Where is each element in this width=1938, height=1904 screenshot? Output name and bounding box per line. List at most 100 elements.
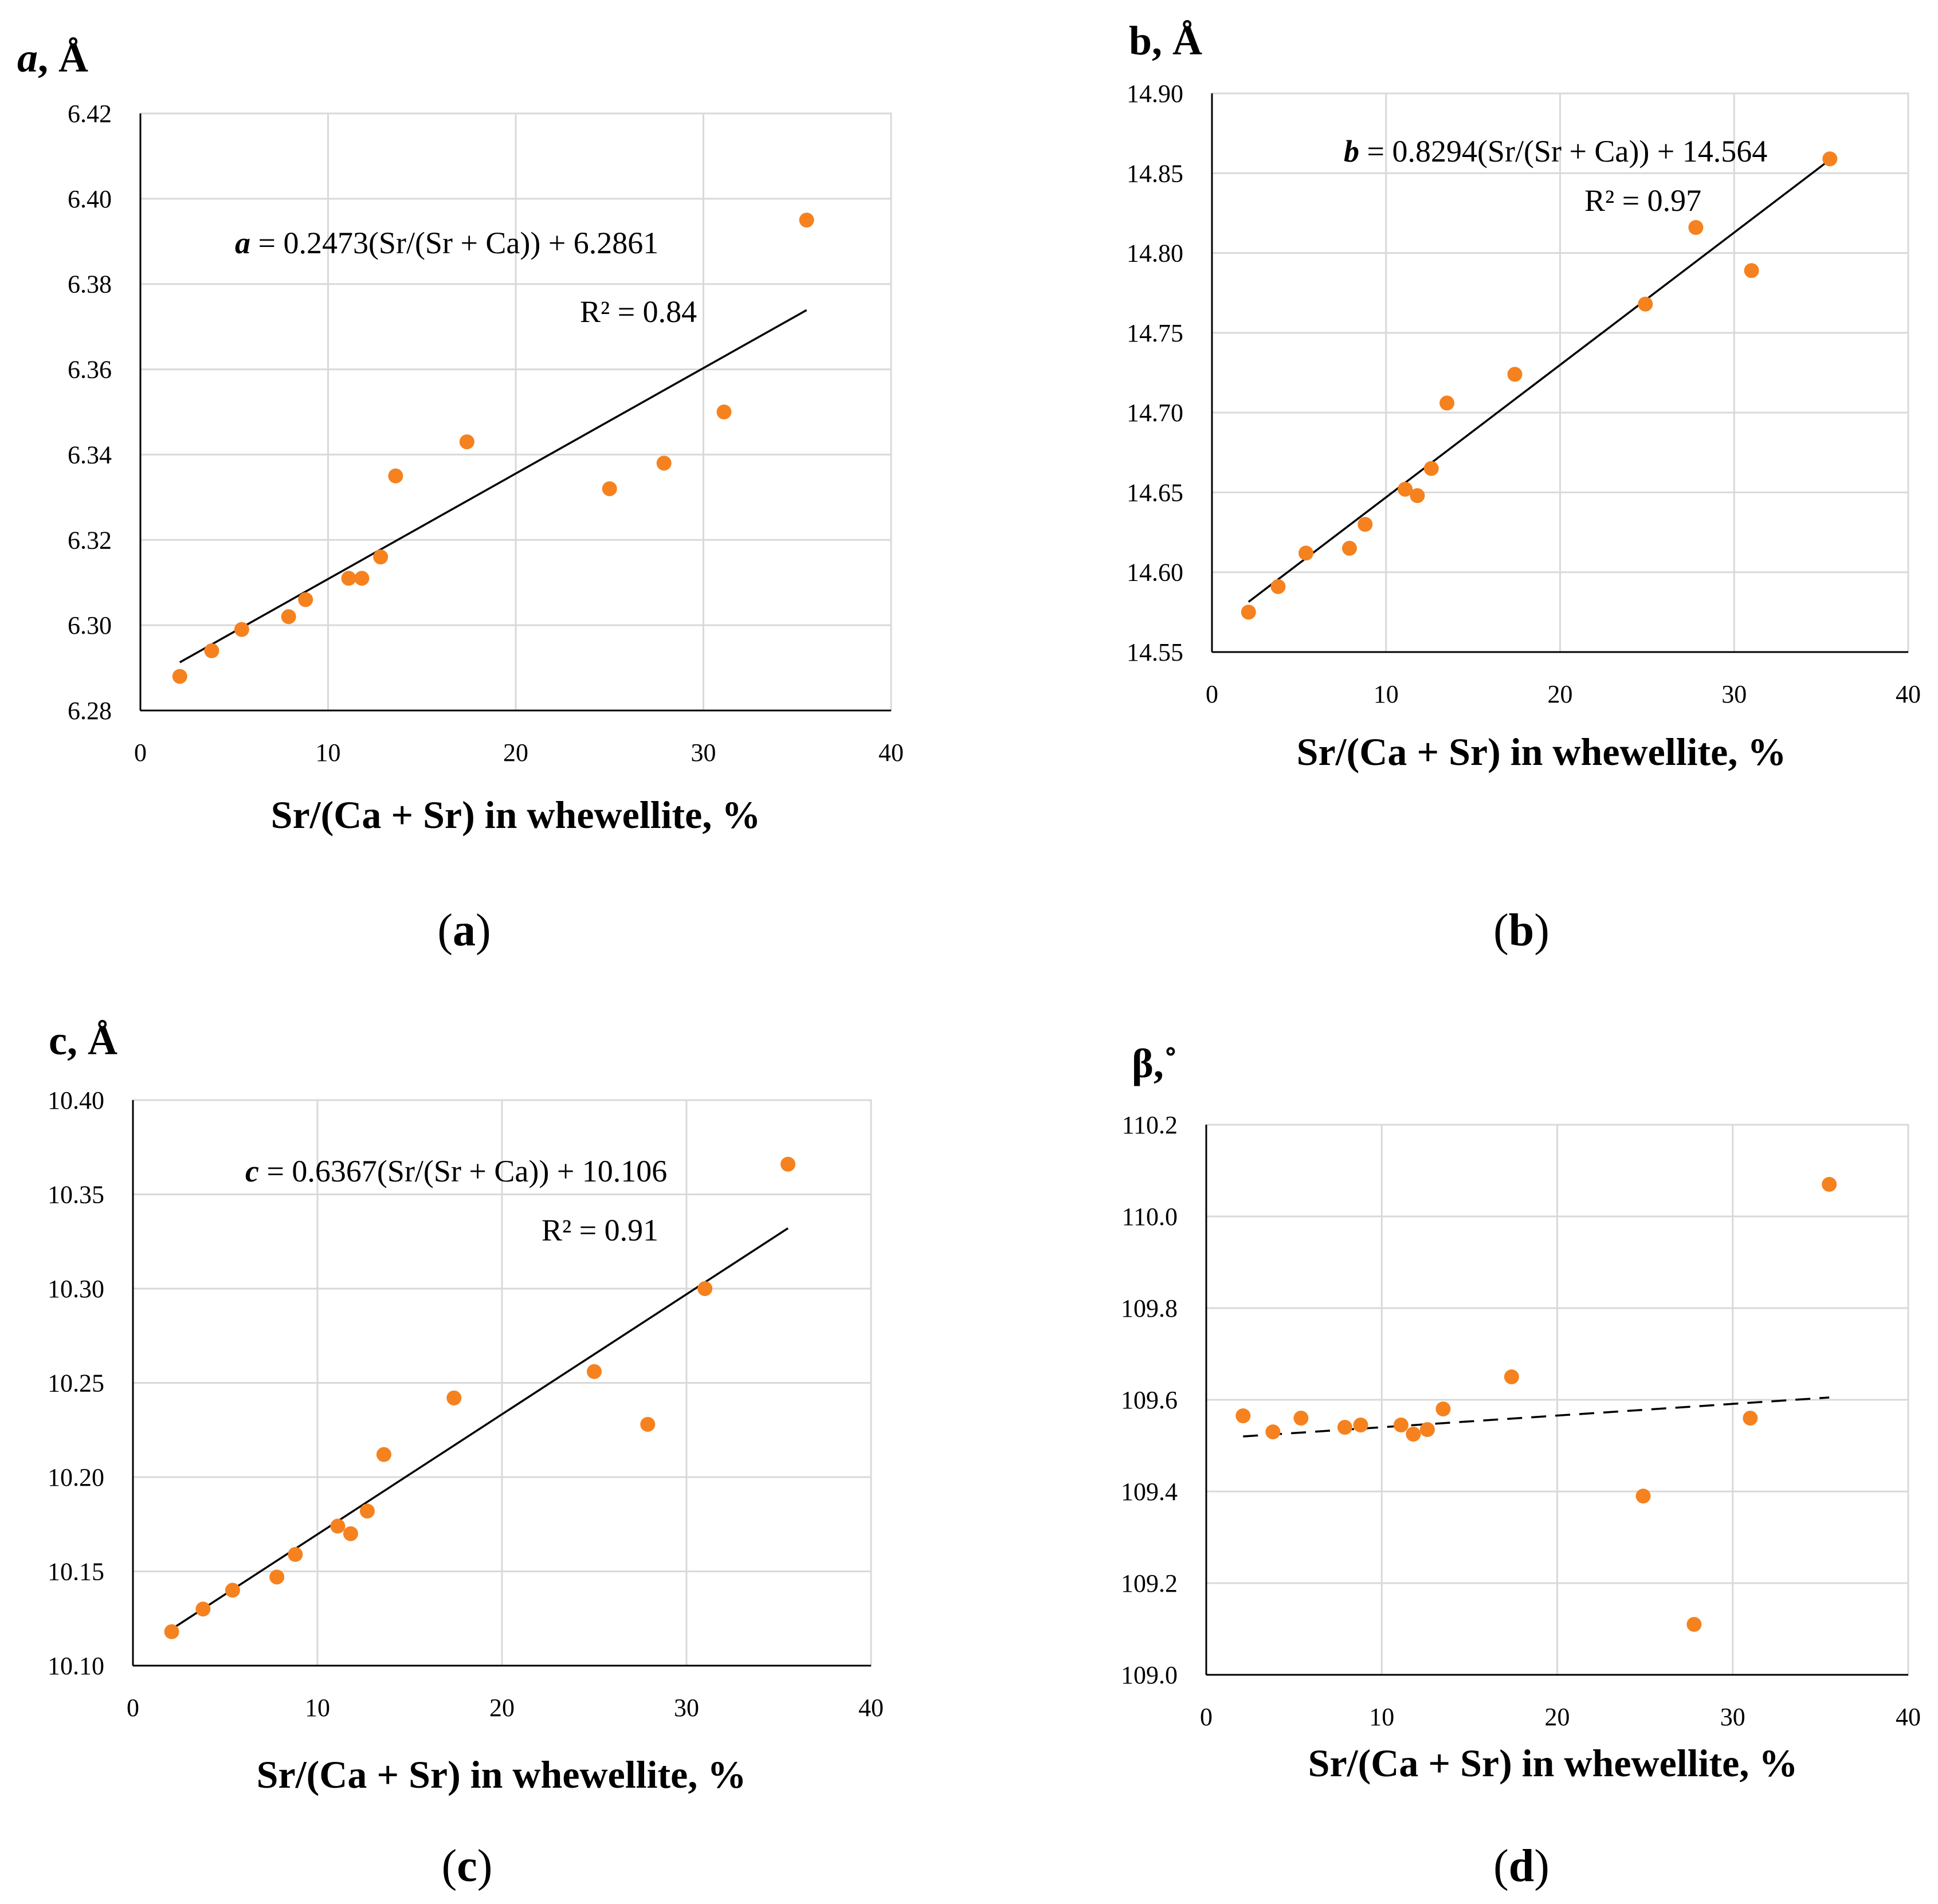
panel-b-data-point [1507, 367, 1523, 382]
panel-a-equation-body: = 0.2473(Sr/(Sr + Ca)) + 6.2861 [250, 226, 658, 260]
panel-c-data-point [587, 1364, 602, 1379]
panel-b-trendline [1247, 159, 1831, 603]
panel-b-points [1241, 151, 1838, 620]
panel-b-y-axis-title: b, Å [1129, 18, 1202, 64]
panel-b-tick-labels: 0 10 20 30 40 14.55 14.60 14.65 14.70 14.75 14.80 1… [1127, 80, 1921, 708]
panel-d-y-tick-label: 109.2 [1121, 1569, 1178, 1597]
panel-a-data-point [388, 468, 403, 484]
panel-c-y-tick-label: 10.25 [48, 1369, 104, 1397]
panel-a-equation: a = 0.2473(Sr/(Sr + Ca)) + 6.2861 [235, 226, 658, 260]
panel-c-data-point [780, 1156, 796, 1172]
panel-d-x-tick-label: 30 [1720, 1703, 1745, 1731]
panel-d-grid [1205, 1124, 1909, 1676]
panel-c-data-point [269, 1569, 285, 1585]
panel-a-trendline [179, 309, 807, 664]
panel-d-data-point [1235, 1408, 1251, 1423]
panel-d-y-tick-label: 109.8 [1121, 1294, 1178, 1322]
panel-c-r-squared: R² = 0.91 [542, 1213, 658, 1247]
panel-c-x-tick-label: 0 [127, 1694, 139, 1722]
panel-c-y-axis-title: c, Å [49, 1018, 117, 1063]
panel-d-trendline-group [1243, 1396, 1830, 1438]
panel-c-x-tick-label: 30 [674, 1694, 699, 1722]
panel-b-y-tick-label: 14.90 [1127, 80, 1183, 108]
panel-a-x-tick-label: 20 [503, 739, 528, 767]
panel-c-caption-letter: c [457, 1841, 477, 1891]
panel-a-data-point [234, 622, 249, 637]
panel-d-y-tick-label: 109.6 [1121, 1386, 1178, 1414]
panel-d-y-axis-title: β,˚ [1132, 1041, 1178, 1086]
panel-a-y-axis-unit: , Å [38, 35, 88, 81]
panel-a-data-point [204, 643, 219, 658]
panel-c-y-axis-unit: , Å [67, 1018, 117, 1063]
panel-c-equation-var: c [245, 1154, 259, 1188]
panel-b-equation-var: b [1344, 134, 1359, 168]
panel-a-r-squared: R² = 0.84 [580, 295, 697, 329]
panel-a-x-tick-label: 30 [691, 739, 716, 767]
panel-b-y-tick-label: 14.75 [1127, 319, 1183, 347]
panel-c-trendline [171, 1227, 789, 1630]
panel-b-axes [1211, 93, 1908, 653]
panel-c-grid [132, 1099, 872, 1667]
panel-a-caption-letter: a [453, 905, 476, 956]
panel-c-data-point [195, 1601, 211, 1617]
panel-a-data-point [172, 669, 187, 684]
panel-c-data-point [288, 1546, 303, 1562]
panel-c-data-point [640, 1416, 656, 1432]
panel-a-caption: (a) [437, 905, 491, 956]
panel-c-data-point [376, 1447, 391, 1462]
panel-b-data-point [1688, 220, 1704, 235]
panel-a-data-point [298, 592, 313, 607]
panel-c-data-point [164, 1624, 179, 1639]
panel-b-data-point [1298, 545, 1314, 561]
panel-a-y-tick-label: 6.32 [68, 526, 112, 554]
panel-a: 0 10 20 30 40 6.28 6.30 6.32 6.34 6.36 6.38 6.40 6.4… [17, 35, 904, 956]
panel-a-y-tick-label: 6.40 [68, 185, 112, 213]
panel-b-data-point [1241, 604, 1256, 620]
panel-b-data-point [1638, 296, 1653, 312]
panel-b-r-squared: R² = 0.97 [1584, 183, 1701, 218]
panel-d-tick-labels: 0 10 20 30 40 109.0 109.2 109.4 109.6 109.8 110.0 1… [1121, 1111, 1921, 1731]
panel-c-data-point [343, 1526, 358, 1541]
panel-b-y-tick-label: 14.55 [1127, 638, 1183, 666]
panel-b-x-tick-label: 10 [1374, 680, 1399, 708]
panel-d-caption: (d) [1493, 1841, 1549, 1891]
panel-b-y-tick-label: 14.80 [1127, 240, 1183, 268]
panel-d-points [1235, 1177, 1837, 1632]
panel-d-trendline [1243, 1396, 1830, 1438]
panel-d-data-point [1393, 1418, 1409, 1432]
panel-b-grid [1211, 92, 1909, 653]
panel-c-x-tick-label: 20 [489, 1694, 515, 1722]
panel-d-y-tick-label: 110.0 [1122, 1203, 1178, 1231]
panel-b-x-tick-label: 40 [1896, 680, 1921, 708]
panel-d-x-tick-label: 10 [1369, 1703, 1394, 1731]
panel-b-y-tick-label: 14.70 [1127, 399, 1183, 427]
panel-a-points [172, 213, 814, 684]
panel-a-y-axis-var: a [17, 35, 38, 81]
panel-a-x-tick-label: 40 [878, 739, 904, 767]
panel-a-data-point [799, 213, 814, 228]
panel-c-y-tick-label: 10.40 [48, 1086, 104, 1114]
panel-a-tick-labels: 0 10 20 30 40 6.28 6.30 6.32 6.34 6.36 6.38 6.40 6.4… [68, 100, 904, 767]
panel-d-data-point [1406, 1427, 1421, 1442]
panel-b: 0 10 20 30 40 14.55 14.60 14.65 14.70 14.75 14.80 1… [1127, 18, 1921, 956]
panel-b-data-point [1439, 395, 1455, 411]
panel-b-caption-letter: b [1509, 905, 1535, 956]
panel-c-data-point [697, 1281, 713, 1296]
panel-a-equation-var: a [235, 226, 250, 260]
panel-d-x-tick-label: 20 [1545, 1703, 1570, 1731]
panel-b-x-tick-label: 30 [1721, 680, 1747, 708]
panel-c-axes [132, 1100, 871, 1667]
panel-d-x-tick-label: 0 [1200, 1703, 1213, 1731]
panel-b-data-point [1822, 151, 1838, 167]
panel-a-data-point [373, 549, 389, 565]
panel-b-trendline-group [1247, 159, 1831, 603]
panel-c-x-tick-label: 40 [858, 1694, 884, 1722]
panel-d: 0 10 20 30 40 109.0 109.2 109.4 109.6 109.8 110.0 1… [1121, 1041, 1921, 1891]
panel-c-equation-body: = 0.6367(Sr/(Sr + Ca)) + 10.106 [259, 1154, 667, 1188]
panel-c-data-point [225, 1583, 240, 1598]
panel-b-data-point [1410, 488, 1425, 503]
panel-a-data-point [602, 481, 617, 496]
panel-b-data-point [1398, 481, 1413, 497]
panel-c-data-point [359, 1503, 375, 1519]
